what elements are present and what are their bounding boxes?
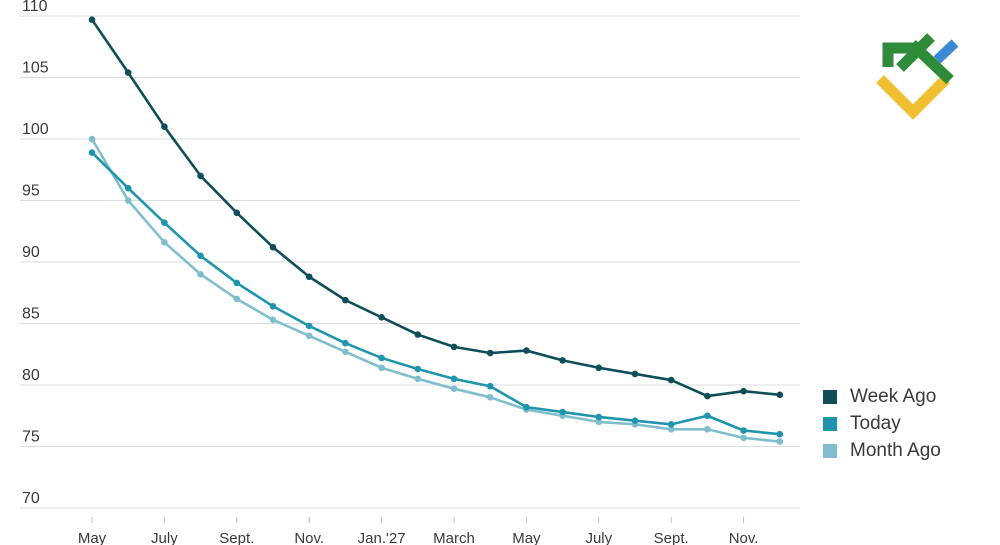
y-tick-label: 100	[22, 121, 49, 138]
data-point-week-ago	[595, 364, 603, 372]
data-point-week-ago	[342, 296, 349, 304]
series-line-week-ago	[90, 18, 780, 398]
x-tick-label: Jan.'27	[358, 530, 406, 545]
x-axis-ticks: May July Sept. Nov. Jan.'27 March May July Sept.…	[78, 517, 759, 545]
data-point-week-ago	[450, 343, 458, 351]
series-layer	[88, 16, 784, 445]
data-point-week-ago	[124, 69, 132, 76]
x-tick-label: May	[78, 530, 107, 545]
x-tick-label: Sept.	[654, 530, 689, 545]
data-point-month-ago	[305, 332, 313, 340]
y-tick-label: 110	[22, 0, 48, 15]
data-point-today	[378, 354, 385, 362]
series-today	[88, 149, 784, 438]
data-point-today	[161, 219, 168, 226]
data-point-today	[486, 382, 494, 390]
legend-label-today: Today	[850, 413, 901, 434]
y-tick-label: 95	[22, 183, 40, 200]
x-tick-label: July	[151, 530, 178, 545]
series-month-ago	[88, 135, 784, 445]
data-point-today	[197, 252, 204, 260]
data-point-week-ago	[523, 347, 530, 354]
legend-swatch-month-ago	[823, 444, 837, 458]
data-point-today	[414, 365, 422, 373]
data-point-week-ago	[667, 376, 675, 384]
legend-label-week-ago: Week Ago	[850, 386, 936, 407]
data-point-today	[305, 322, 313, 330]
data-point-month-ago	[88, 135, 96, 143]
data-point-month-ago	[233, 295, 241, 303]
data-point-today	[559, 408, 566, 416]
data-point-month-ago	[161, 239, 168, 246]
data-point-week-ago	[486, 349, 494, 357]
data-point-week-ago	[414, 331, 422, 338]
data-point-today	[740, 427, 747, 434]
brand-logo-icon	[876, 33, 959, 120]
data-point-week-ago	[233, 209, 241, 217]
data-point-month-ago	[414, 375, 422, 383]
data-point-today	[342, 339, 349, 347]
data-point-today	[776, 430, 784, 438]
y-tick-label: 105	[22, 60, 49, 77]
data-point-month-ago	[595, 418, 603, 426]
data-point-today	[631, 417, 639, 424]
x-tick-label: May	[512, 530, 541, 545]
data-point-week-ago	[269, 243, 277, 251]
data-point-today	[124, 184, 132, 192]
x-tick-label: Sept.	[219, 530, 254, 545]
data-point-today	[523, 403, 530, 411]
data-point-today	[88, 149, 96, 156]
data-point-week-ago	[776, 391, 784, 399]
data-point-week-ago	[559, 357, 566, 364]
data-point-week-ago	[378, 314, 385, 321]
y-tick-label: 70	[22, 490, 40, 507]
x-tick-label: July	[585, 530, 612, 545]
y-tick-label: 85	[22, 306, 40, 323]
data-point-today	[233, 279, 241, 287]
data-point-month-ago	[740, 434, 747, 442]
series-line-month-ago	[90, 138, 780, 443]
grid-layer	[20, 15, 800, 509]
legend-label-month-ago: Month Ago	[850, 440, 941, 461]
legend: Week Ago Today Month Ago	[823, 386, 941, 461]
data-point-week-ago	[305, 273, 313, 281]
data-point-today	[269, 302, 277, 310]
data-point-month-ago	[704, 425, 711, 433]
y-axis-ticks: 70 75 80 85 90 95 100 105 110	[22, 0, 49, 507]
y-tick-label: 90	[22, 244, 40, 261]
data-point-month-ago	[197, 271, 204, 278]
data-point-week-ago	[88, 16, 96, 23]
data-point-week-ago	[631, 370, 639, 378]
legend-swatch-today	[823, 417, 837, 431]
data-point-month-ago	[486, 394, 494, 401]
x-tick-label: Nov.	[294, 530, 324, 545]
y-tick-label: 80	[22, 367, 40, 384]
data-point-week-ago	[161, 123, 168, 130]
x-tick-label: Nov.	[729, 530, 759, 545]
x-tick-label: March	[433, 530, 475, 545]
data-point-week-ago	[704, 392, 711, 400]
data-point-today	[704, 412, 711, 420]
data-point-month-ago	[667, 425, 675, 433]
data-point-month-ago	[776, 438, 784, 445]
data-point-today	[595, 413, 603, 421]
legend-swatch-week-ago	[823, 390, 837, 404]
data-point-month-ago	[269, 316, 277, 324]
data-point-month-ago	[342, 348, 349, 356]
series-line-today	[91, 151, 780, 436]
data-point-month-ago	[378, 364, 385, 372]
data-point-month-ago	[124, 197, 132, 204]
data-point-month-ago	[450, 385, 458, 392]
y-tick-label: 75	[22, 429, 40, 446]
data-point-week-ago	[197, 172, 204, 180]
data-point-today	[450, 375, 458, 383]
data-point-today	[667, 421, 675, 428]
series-week-ago	[88, 16, 784, 400]
data-point-week-ago	[740, 387, 747, 395]
